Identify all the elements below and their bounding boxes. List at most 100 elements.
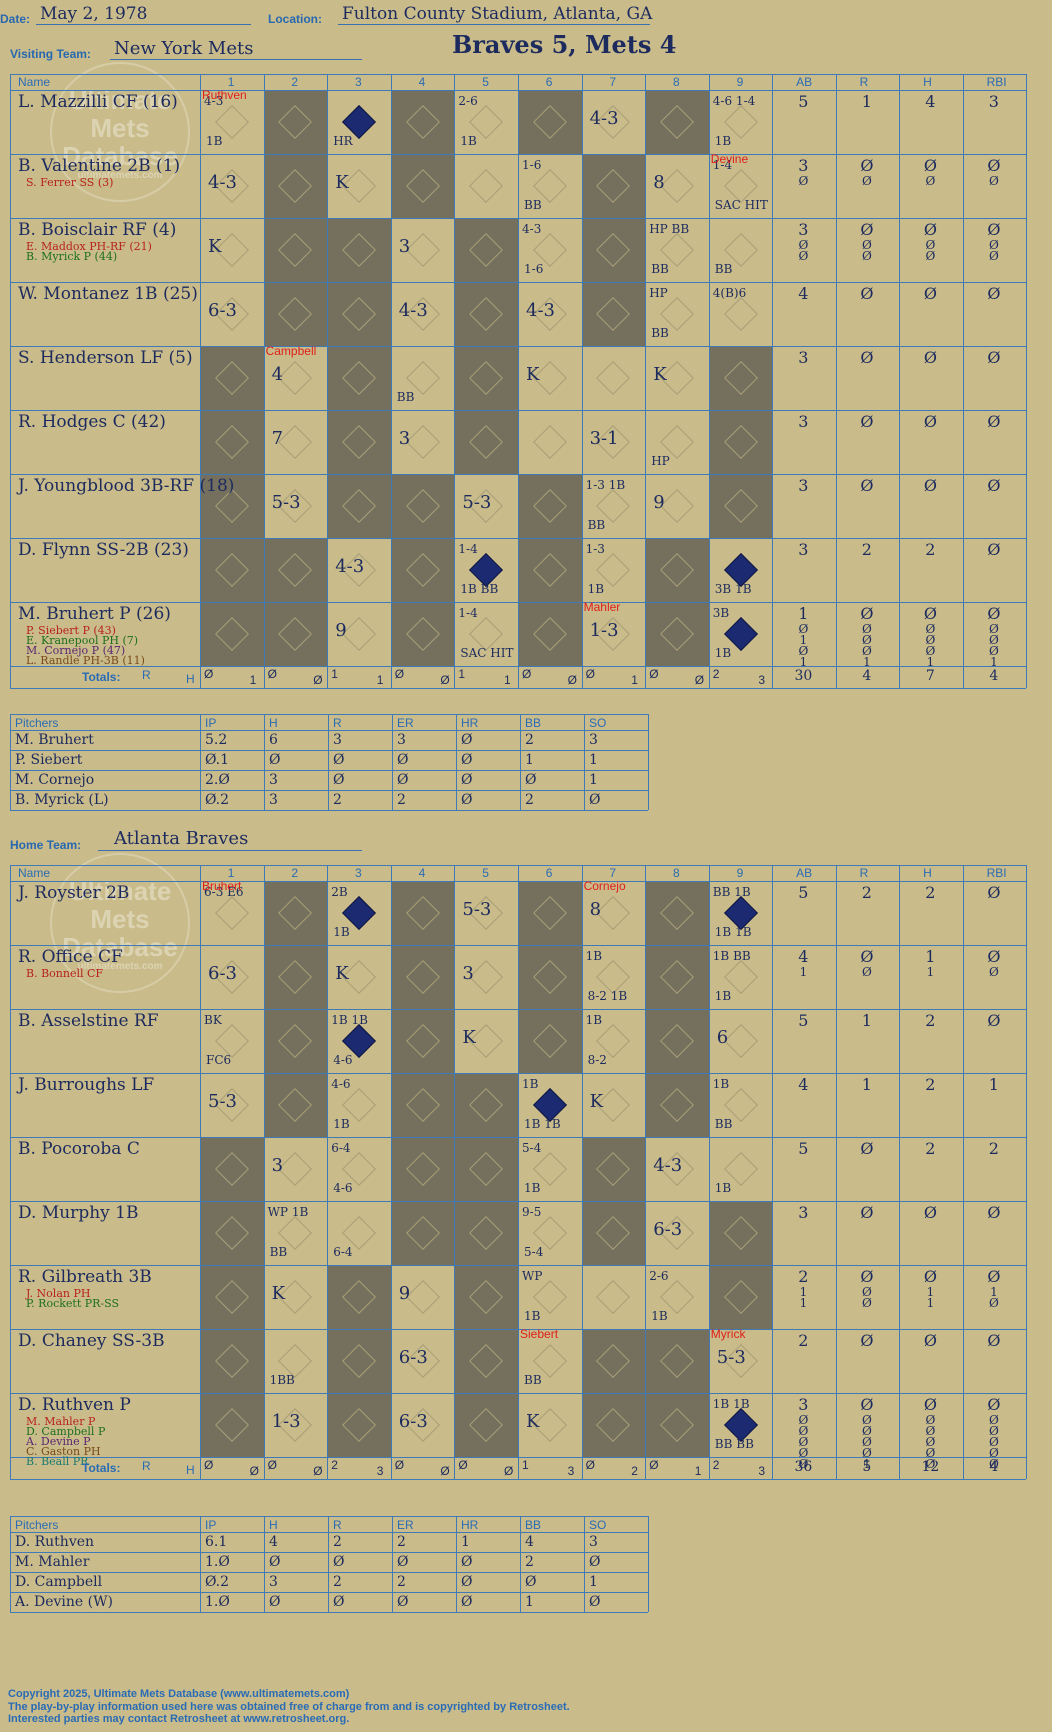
stat-header-rbi: RBI bbox=[986, 866, 1007, 880]
pitcher-stat: Ø bbox=[333, 1554, 345, 1570]
player-name: J. Royster 2B bbox=[18, 883, 130, 903]
stat-value: 2 bbox=[925, 883, 936, 902]
visitors-scorecard: Ultimate Mets Database ultimatemets.com Name… bbox=[10, 62, 1034, 700]
stat-header-h: H bbox=[923, 866, 932, 880]
shaded-inning-cell bbox=[645, 538, 709, 602]
shaded-inning-cell bbox=[390, 945, 455, 1009]
player-name: J. Youngblood 3B-RF (18) bbox=[18, 476, 235, 496]
play-result: 4-3 bbox=[653, 1155, 683, 1176]
pitcher-stat: 3 bbox=[269, 772, 278, 788]
stat-value: Ø bbox=[861, 644, 872, 658]
inning-runs: Ø bbox=[267, 667, 277, 681]
base-diamond bbox=[596, 896, 631, 930]
substitute-name: C. Gaston PH bbox=[26, 1445, 101, 1458]
inning-runs: Ø bbox=[649, 1458, 659, 1472]
inning-line bbox=[518, 865, 519, 1479]
inning-header-9: 9 bbox=[736, 75, 744, 89]
inning-header-5: 5 bbox=[482, 866, 489, 880]
inning-hits: 1 bbox=[249, 673, 257, 687]
name-header: Name bbox=[18, 75, 51, 89]
pitcher-header-h: H bbox=[269, 716, 278, 730]
play-result: 1B 1B bbox=[331, 1013, 368, 1027]
shaded-inning-cell bbox=[645, 945, 709, 1009]
substitute-name: E. Maddox PH-RF (21) bbox=[26, 240, 152, 253]
pitching-change-note: Cornejo bbox=[583, 879, 626, 893]
stat-value: 2 bbox=[925, 1011, 936, 1030]
pitcher-stat: 3 bbox=[589, 1534, 598, 1550]
total-stat: 4 bbox=[989, 1459, 999, 1475]
base-reached: BB bbox=[524, 1373, 542, 1387]
stat-value: 2 bbox=[925, 540, 936, 559]
pitching-change-note: Myrick bbox=[710, 1327, 746, 1341]
shaded-inning-cell bbox=[200, 1393, 264, 1457]
pitcher-header-pitchers: Pitchers bbox=[15, 716, 59, 730]
play-result: 4-3 bbox=[589, 108, 619, 129]
inning-line bbox=[518, 74, 519, 688]
shaded-inning-cell bbox=[581, 1201, 646, 1265]
player-name: R. Hodges C (42) bbox=[18, 412, 166, 432]
play-result: 5-3 bbox=[271, 492, 301, 513]
pitcher-top-line bbox=[10, 714, 648, 715]
stat-value: 1 bbox=[799, 655, 808, 669]
pitcher-stat: 3 bbox=[269, 1574, 278, 1590]
stat-value: Ø bbox=[988, 965, 999, 979]
stat-value: 1 bbox=[861, 1075, 872, 1094]
pitcher-col-line bbox=[392, 1516, 393, 1612]
stat-value: 2 bbox=[861, 883, 872, 902]
base-diamond bbox=[278, 425, 313, 459]
inning-hits: 1 bbox=[694, 1464, 702, 1478]
play-result: 6-3 bbox=[653, 1219, 683, 1240]
pitcher-col-line bbox=[520, 1516, 521, 1612]
shaded-inning-cell bbox=[327, 410, 391, 474]
pitcher-stat: Ø bbox=[525, 772, 537, 788]
stat-value: 2 bbox=[861, 540, 872, 559]
shaded-inning-cell bbox=[200, 538, 264, 602]
shaded-inning-cell bbox=[454, 410, 518, 474]
base-reached: 1B bbox=[714, 989, 732, 1003]
shaded-inning-cell bbox=[454, 1073, 518, 1137]
stat-value: Ø bbox=[988, 1424, 999, 1438]
visiting-underline bbox=[110, 59, 362, 60]
inning-line bbox=[454, 865, 456, 1479]
pitcher-name: M. Cornejo bbox=[15, 772, 95, 788]
base-diamond bbox=[660, 169, 694, 203]
inning-runs: 2 bbox=[712, 667, 720, 681]
inning-runs: Ø bbox=[394, 1458, 405, 1472]
shaded-inning-cell bbox=[327, 346, 391, 410]
player-name: M. Bruhert P (26) bbox=[18, 604, 171, 624]
stat-value: Ø bbox=[988, 174, 999, 188]
stat-value: Ø bbox=[798, 644, 809, 658]
base-reached: 4-6 bbox=[333, 1053, 353, 1067]
play-result: WP bbox=[522, 1269, 543, 1283]
play-result: 4-3 bbox=[204, 94, 224, 108]
stat-header-rbi: RBI bbox=[986, 75, 1007, 89]
base-diamond bbox=[278, 1152, 313, 1186]
player-name: B. Pocoroba C bbox=[18, 1139, 140, 1159]
totals-label: Totals: bbox=[82, 1461, 121, 1475]
base-reached: BB bbox=[651, 326, 669, 340]
stat-value: 1 bbox=[926, 1285, 935, 1299]
stat-value: Ø bbox=[925, 1446, 936, 1460]
play-result: 5-3 bbox=[716, 1347, 746, 1368]
stat-value: Ø bbox=[861, 1424, 872, 1438]
pitcher-stat: Ø bbox=[397, 752, 409, 768]
stat-value: Ø bbox=[987, 1395, 1001, 1414]
shaded-inning-cell bbox=[708, 1265, 773, 1329]
stat-value: 2 bbox=[925, 1075, 936, 1094]
pitcher-col-line bbox=[328, 1516, 329, 1612]
shaded-inning-cell bbox=[200, 1265, 264, 1329]
pitcher-col-line bbox=[200, 1516, 201, 1612]
inning-line bbox=[581, 865, 583, 1479]
pitcher-stat: Ø bbox=[269, 1594, 281, 1610]
inning-runs: Ø bbox=[394, 667, 405, 681]
player-name: R. Gilbreath 3B bbox=[18, 1267, 152, 1287]
pitcher-stat: 3 bbox=[333, 732, 342, 748]
stat-value: Ø bbox=[988, 1435, 999, 1449]
stat-value: 1 bbox=[799, 965, 808, 979]
base-reached: 1B bbox=[333, 1117, 350, 1131]
base-reached: BB bbox=[396, 390, 415, 404]
base-reached: HR bbox=[333, 134, 353, 148]
stat-value: 1 bbox=[798, 604, 809, 623]
stat-value: Ø bbox=[861, 1446, 872, 1460]
stat-value: Ø bbox=[925, 1457, 936, 1471]
